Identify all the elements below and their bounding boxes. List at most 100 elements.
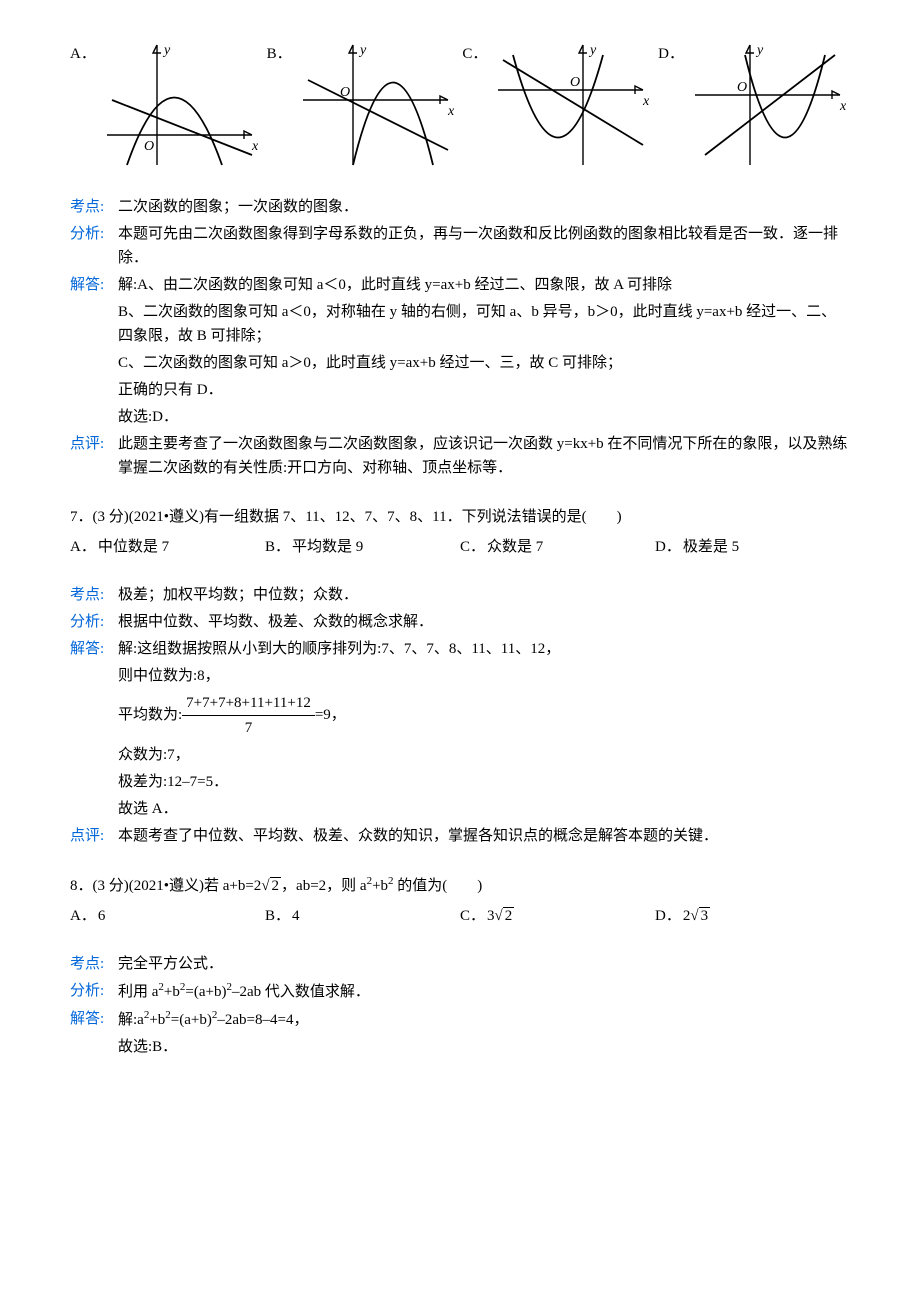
text: 8．(3 分)(2021•遵义)若 a+b=2 bbox=[70, 878, 261, 894]
option-label: B． bbox=[265, 535, 290, 559]
option-text: 6 bbox=[98, 904, 106, 928]
text: =(a+b) bbox=[171, 1012, 212, 1028]
svg-text:O: O bbox=[570, 75, 580, 90]
q6-graph-D: x y O bbox=[690, 40, 850, 170]
text: +b bbox=[372, 878, 388, 894]
jieda-line: B、二次函数的图象可知 a＜0，对称轴在 y 轴的右侧，可知 a、b 异号，b＞… bbox=[70, 300, 850, 348]
fraction-num: 7+7+7+8+11+11+12 bbox=[182, 691, 315, 716]
q7-options: A．中位数是 7 B．平均数是 9 C．众数是 7 D．极差是 5 bbox=[70, 535, 850, 559]
dianping-label: 点评: bbox=[70, 432, 118, 456]
text: 2 bbox=[683, 908, 691, 924]
jieda-line: 众数为:7， bbox=[70, 743, 850, 767]
text: =(a+b) bbox=[185, 984, 226, 1000]
text: +b bbox=[149, 1012, 165, 1028]
fenxi-body: 利用 a2+b2=(a+b)2–2ab 代入数值求解． bbox=[118, 979, 850, 1004]
option-text: 32 bbox=[487, 904, 514, 928]
jieda-label: 解答: bbox=[70, 273, 118, 297]
jieda-line: 极差为:12–7=5． bbox=[70, 770, 850, 794]
dianping-body: 此题主要考查了一次函数图象与二次函数图象，应该识记一次函数 y=kx+b 在不同… bbox=[118, 432, 850, 480]
fraction: 7+7+7+8+11+11+127 bbox=[182, 691, 315, 740]
jieda-line: 解:A、由二次函数的图象可知 a＜0，此时直线 y=ax+b 经过二、四象限，故… bbox=[118, 273, 850, 297]
text: –2ab=8–4=4， bbox=[217, 1012, 308, 1028]
option-text: 4 bbox=[292, 904, 300, 928]
option-label: D． bbox=[658, 40, 684, 66]
option-text: 极差是 5 bbox=[683, 535, 739, 559]
q8: 8．(3 分)(2021•遵义)若 a+b=22，ab=2，则 a2+b2 的值… bbox=[70, 873, 850, 1059]
q6-analysis: 考点:二次函数的图象；一次函数的图象． 分析:本题可先由二次函数图象得到字母系数… bbox=[70, 195, 850, 480]
text: 解:a bbox=[118, 1012, 144, 1028]
q8-option-D: D．23 bbox=[655, 904, 850, 928]
fenxi-label: 分析: bbox=[70, 222, 118, 246]
svg-text:y: y bbox=[162, 43, 171, 58]
svg-text:y: y bbox=[358, 43, 367, 58]
option-label: B． bbox=[267, 40, 292, 66]
sqrt: 2 bbox=[261, 874, 281, 898]
jieda-line: 解:a2+b2=(a+b)2–2ab=8–4=4， bbox=[118, 1007, 850, 1032]
kaodian-body: 极差；加权平均数；中位数；众数． bbox=[118, 583, 850, 607]
svg-text:O: O bbox=[737, 80, 747, 95]
option-label: D． bbox=[655, 904, 681, 928]
q6-options-row: A． x y O B． x y bbox=[70, 40, 850, 170]
q6-option-B: B． x y O bbox=[267, 40, 458, 170]
kaodian-label: 考点: bbox=[70, 583, 118, 607]
svg-text:x: x bbox=[447, 104, 455, 119]
text: +b bbox=[164, 984, 180, 1000]
q8-options: A．6 B．4 C．32 D．23 bbox=[70, 904, 850, 928]
svg-text:x: x bbox=[642, 94, 650, 109]
text: 利用 a bbox=[118, 984, 158, 1000]
jieda-line: 平均数为:7+7+7+8+11+11+127=9， bbox=[70, 691, 850, 740]
jieda-line: 故选:D． bbox=[70, 405, 850, 429]
q8-option-B: B．4 bbox=[265, 904, 460, 928]
radicand: 2 bbox=[503, 907, 515, 924]
option-text: 中位数是 7 bbox=[98, 535, 169, 559]
option-label: B． bbox=[265, 904, 290, 928]
text: 的值为( ) bbox=[394, 878, 483, 894]
dianping-label: 点评: bbox=[70, 824, 118, 848]
text: =9， bbox=[315, 707, 346, 723]
dianping-body: 本题考查了中位数、平均数、极差、众数的知识，掌握各知识点的概念是解答本题的关键． bbox=[118, 824, 850, 848]
q7-option-B: B．平均数是 9 bbox=[265, 535, 460, 559]
kaodian-label: 考点: bbox=[70, 195, 118, 219]
q7-option-C: C．众数是 7 bbox=[460, 535, 655, 559]
text: 3 bbox=[487, 908, 495, 924]
option-label: C． bbox=[460, 904, 485, 928]
svg-text:x: x bbox=[251, 139, 259, 154]
kaodian-body: 二次函数的图象；一次函数的图象． bbox=[118, 195, 850, 219]
jieda-line: 故选:B． bbox=[70, 1035, 850, 1059]
q7-option-A: A．中位数是 7 bbox=[70, 535, 265, 559]
jieda-line: 故选 A． bbox=[70, 797, 850, 821]
jieda-label: 解答: bbox=[70, 1007, 118, 1031]
q8-stem: 8．(3 分)(2021•遵义)若 a+b=22，ab=2，则 a2+b2 的值… bbox=[70, 873, 850, 898]
jieda-label: 解答: bbox=[70, 637, 118, 661]
svg-text:y: y bbox=[755, 43, 764, 58]
text: 平均数为: bbox=[118, 707, 182, 723]
svg-text:O: O bbox=[340, 85, 350, 100]
option-label: A． bbox=[70, 904, 96, 928]
q6-graph-C: x y O bbox=[493, 40, 653, 170]
q6-option-A: A． x y O bbox=[70, 40, 262, 170]
option-text: 众数是 7 bbox=[487, 535, 543, 559]
kaodian-label: 考点: bbox=[70, 952, 118, 976]
fenxi-body: 本题可先由二次函数图象得到字母系数的正负，再与一次函数和反比例函数的图象相比较看… bbox=[118, 222, 850, 270]
svg-text:x: x bbox=[839, 99, 847, 114]
jieda-line: C、二次函数的图象可知 a＞0，此时直线 y=ax+b 经过一、三，故 C 可排… bbox=[70, 351, 850, 375]
q6-graph-B: x y O bbox=[298, 40, 458, 170]
jieda-line: 正确的只有 D． bbox=[70, 378, 850, 402]
fenxi-body: 根据中位数、平均数、极差、众数的概念求解． bbox=[118, 610, 850, 634]
option-label: D． bbox=[655, 535, 681, 559]
q8-option-C: C．32 bbox=[460, 904, 655, 928]
fenxi-label: 分析: bbox=[70, 979, 118, 1003]
svg-text:y: y bbox=[588, 43, 597, 58]
option-label: C． bbox=[460, 535, 485, 559]
option-label: A． bbox=[70, 40, 96, 66]
sqrt: 3 bbox=[690, 904, 710, 928]
jieda-line: 则中位数为:8， bbox=[70, 664, 850, 688]
q7-option-D: D．极差是 5 bbox=[655, 535, 850, 559]
radicand: 2 bbox=[270, 877, 282, 894]
text: ，ab=2，则 a bbox=[281, 878, 367, 894]
text: –2ab 代入数值求解． bbox=[232, 984, 370, 1000]
sqrt: 2 bbox=[495, 904, 515, 928]
q6-graph-A: x y O bbox=[102, 40, 262, 170]
kaodian-body: 完全平方公式． bbox=[118, 952, 850, 976]
q7: 7．(3 分)(2021•遵义)有一组数据 7、11、12、7、7、8、11．下… bbox=[70, 505, 850, 848]
